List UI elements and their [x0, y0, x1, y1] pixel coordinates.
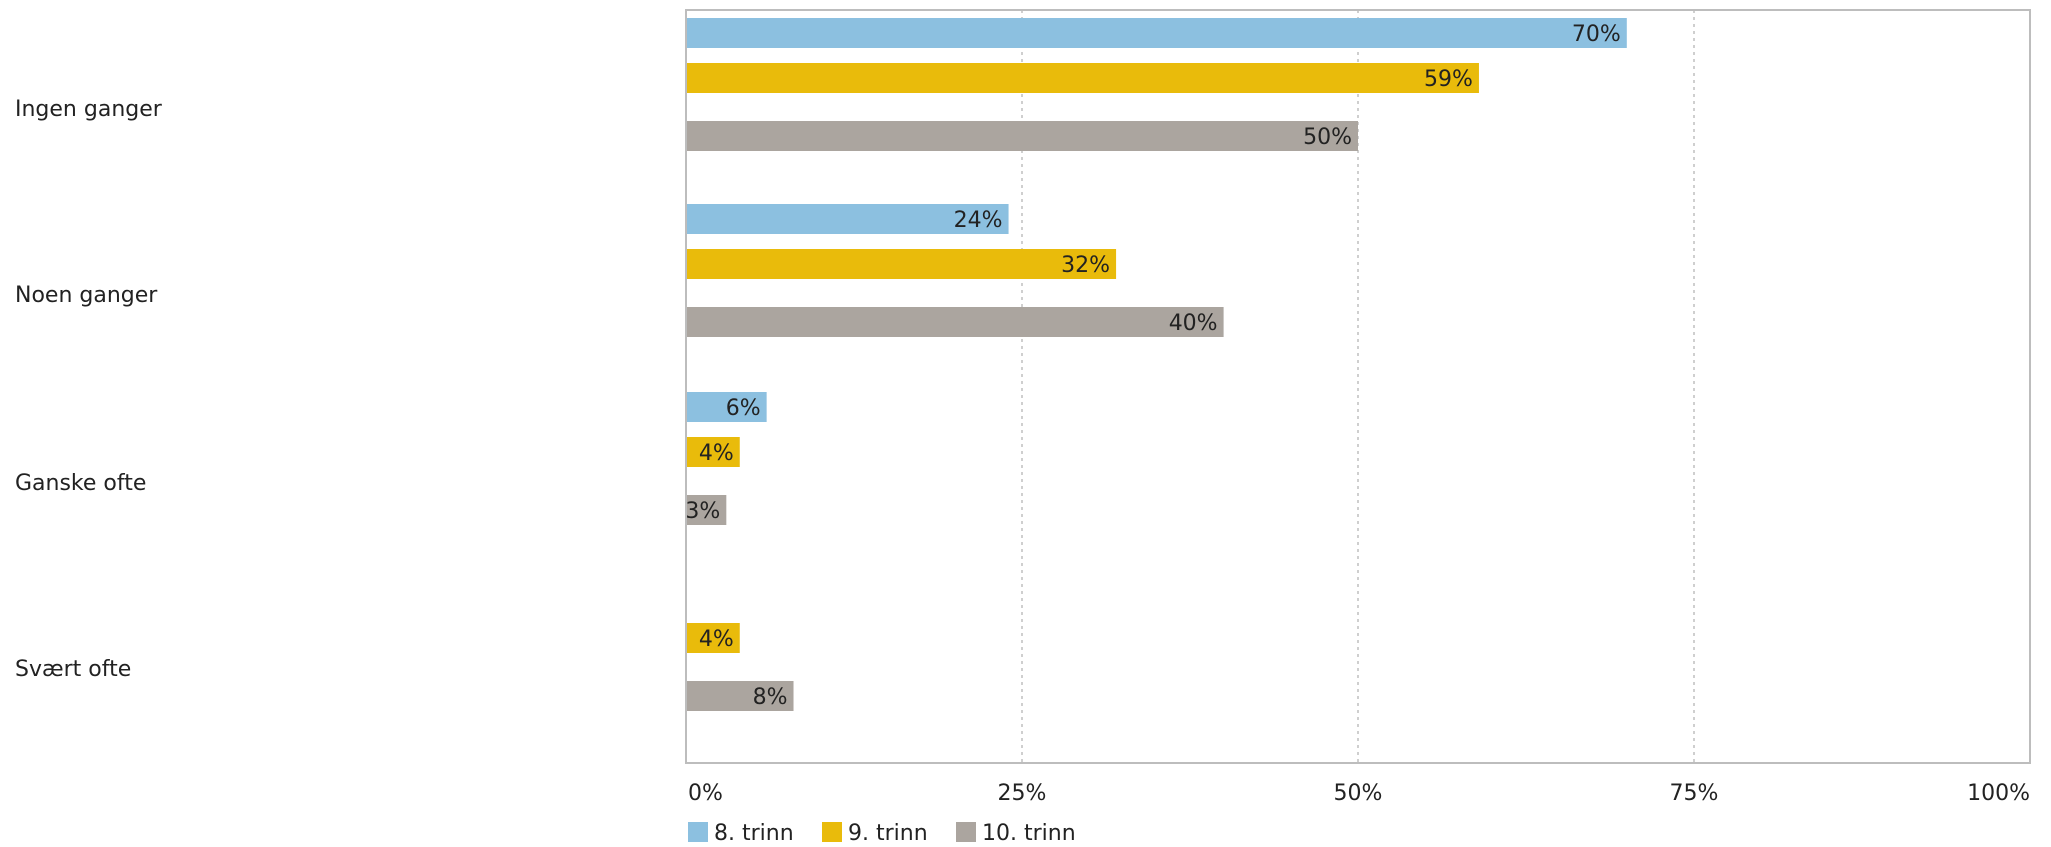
- bar: [686, 495, 727, 525]
- bar: [686, 623, 740, 653]
- legend-label: 10. trinn: [982, 821, 1076, 846]
- bar-data-label: 32%: [1061, 253, 1110, 278]
- bar: [686, 437, 740, 467]
- category-label: Svært ofte: [15, 657, 131, 682]
- bar-data-label: 59%: [1424, 67, 1473, 92]
- legend-swatch-9-trinn: [822, 822, 842, 842]
- legend-label: 8. trinn: [714, 821, 794, 846]
- category-label: Noen ganger: [15, 283, 158, 308]
- bar: [686, 681, 794, 711]
- x-tick-label: 100%: [1967, 781, 2030, 806]
- bars-layer: 70% 59% 50% 24% 32% 40% 6% 4% 3% 4% 8%: [685, 18, 1627, 711]
- bar: [686, 63, 1479, 93]
- bar: [686, 204, 1009, 234]
- x-tick-label: 50%: [1334, 781, 1383, 806]
- bar-data-label: 4%: [699, 441, 734, 466]
- bar-data-label: 3%: [685, 499, 720, 524]
- bar: [686, 249, 1117, 279]
- x-axis-tick-labels: 0% 25% 50% 75% 100%: [688, 781, 2030, 806]
- legend: 8. trinn 9. trinn 10. trinn: [688, 821, 1076, 846]
- bar: [686, 392, 767, 422]
- x-tick-label: 25%: [998, 781, 1047, 806]
- category-label: Ganske ofte: [15, 471, 146, 496]
- legend-swatch-8-trinn: [688, 822, 708, 842]
- plot-area: [685, 9, 2031, 764]
- bar: [686, 18, 1627, 48]
- x-tick-label: 0%: [688, 781, 723, 806]
- bar-data-label: 50%: [1303, 125, 1352, 150]
- legend-swatch-10-trinn: [956, 822, 976, 842]
- bar: [686, 307, 1224, 337]
- bar: [686, 121, 1358, 151]
- bar-data-label: 40%: [1169, 311, 1218, 336]
- bar-data-label: 24%: [954, 208, 1003, 233]
- legend-label: 9. trinn: [848, 821, 928, 846]
- bar-data-label: 4%: [699, 627, 734, 652]
- category-labels: Ingen ganger Noen ganger Ganske ofte Svæ…: [15, 97, 163, 682]
- category-label: Ingen ganger: [15, 97, 163, 122]
- bar-data-label: 8%: [753, 685, 788, 710]
- bar-data-label: 70%: [1572, 22, 1621, 47]
- x-tick-label: 75%: [1670, 781, 1719, 806]
- bar-data-label: 6%: [726, 396, 761, 421]
